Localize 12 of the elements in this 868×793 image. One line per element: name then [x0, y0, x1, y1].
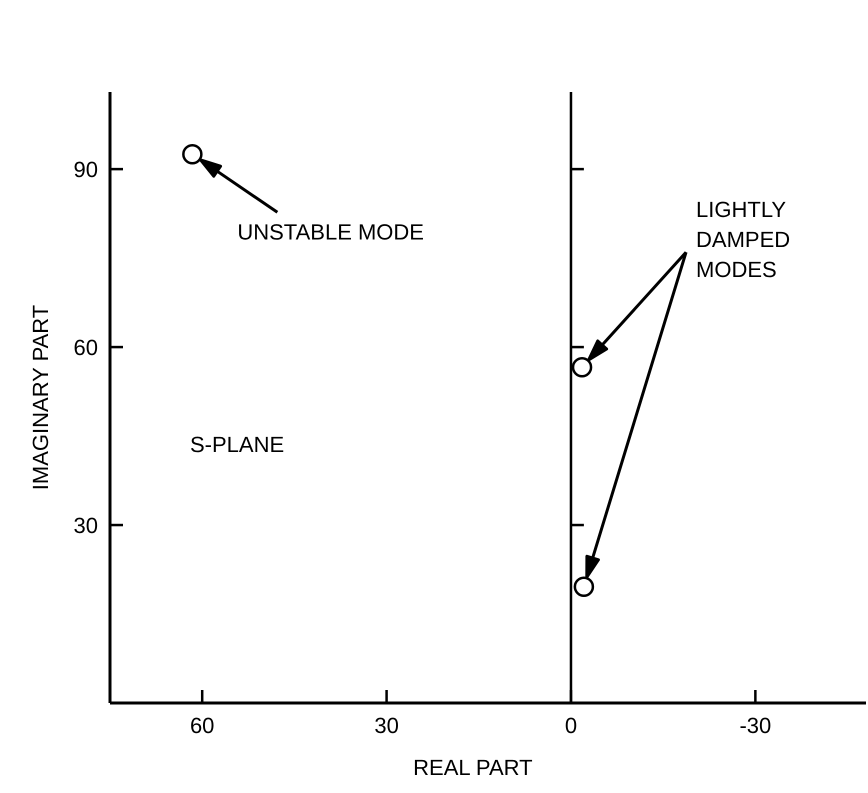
x-tick-label: -30: [739, 713, 772, 738]
x-tick-label: 0: [564, 713, 578, 738]
y-axis-title: IMAGINARY PART: [28, 304, 53, 490]
annotation: LIGHTLY DAMPED MODES: [696, 197, 790, 282]
annotation: S-PLANE: [190, 432, 284, 457]
x-tick-label: 30: [374, 713, 399, 738]
y-tick-label: 60: [74, 335, 98, 360]
y-tick-label: 30: [74, 513, 98, 538]
y-tick-label: 90: [74, 157, 98, 182]
x-tick-label: 60: [190, 713, 214, 738]
x-axis-title: REAL PART: [413, 755, 533, 780]
annotation: UNSTABLE MODE: [237, 219, 424, 244]
